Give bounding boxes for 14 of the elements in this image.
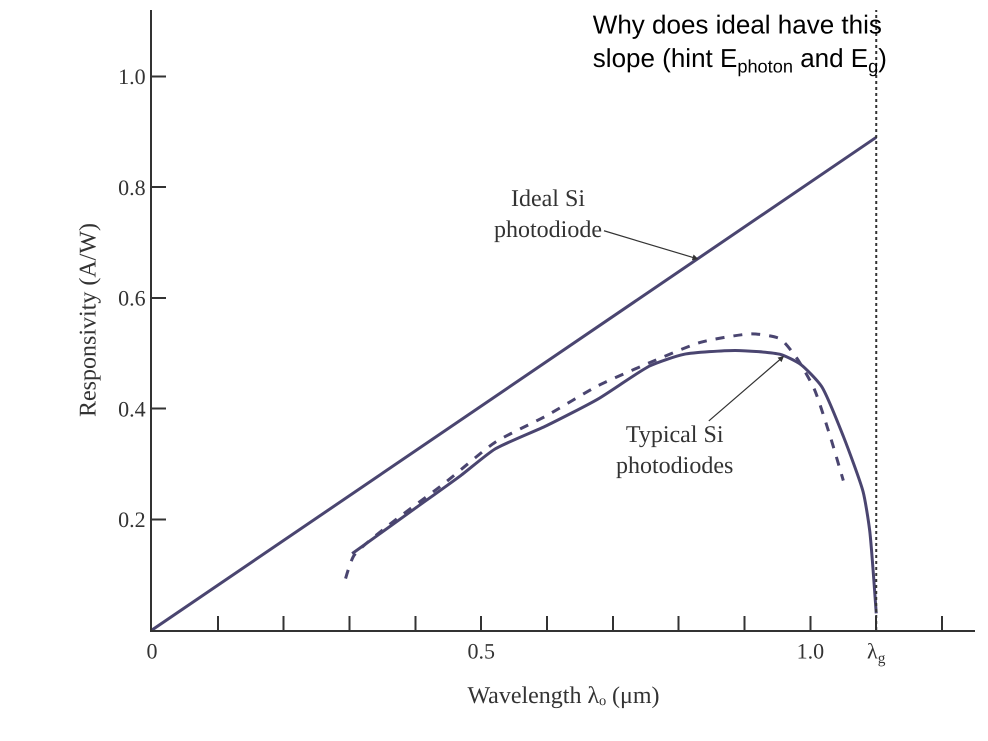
x-tick-label: λ$_{g}$ xyxy=(867,638,886,668)
x-tick-label: 0.5 xyxy=(467,638,495,664)
y-tick-label: 0.8 xyxy=(118,174,146,200)
y-tick-label: 0.4 xyxy=(118,396,146,422)
y-tick-label: 0.2 xyxy=(118,506,146,532)
y-tick-label: 0.6 xyxy=(118,286,146,311)
annotation: Typical Si photodiodes xyxy=(616,422,734,480)
x-tick-label: 1.0 xyxy=(796,638,824,664)
text: Why does ideal have this slope (hint E$_{photon}$ and E$_{g}$) xyxy=(592,9,887,77)
y-tick-label: 1.0 xyxy=(118,64,146,90)
y-axis-title: Responsivity (A/W) xyxy=(76,223,102,417)
annotation: Ideal Si photodiode xyxy=(494,186,602,244)
x-axis-title: Wavelength λₒ (μm) xyxy=(467,682,660,709)
x-tick-label: 0 xyxy=(146,638,158,664)
